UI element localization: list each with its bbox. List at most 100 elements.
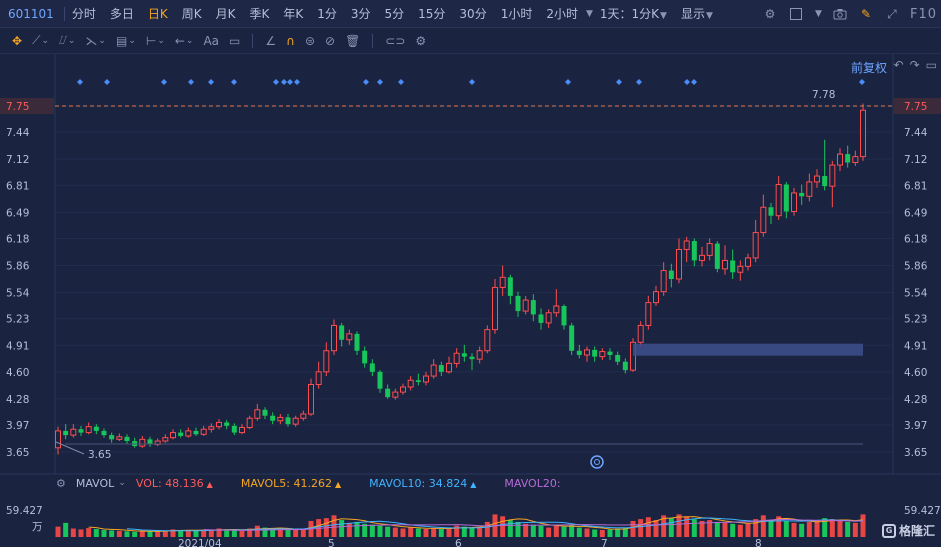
candle-body-up bbox=[185, 430, 192, 437]
lock-icon[interactable]: ⊜ bbox=[304, 33, 315, 48]
candle-body-up bbox=[446, 362, 452, 373]
up-triangle-icon: ▲ bbox=[334, 479, 342, 489]
price-tick-left: 7.75 bbox=[6, 101, 29, 113]
candle-body-up bbox=[683, 240, 690, 250]
settings-icon[interactable]: ⚙ bbox=[415, 33, 427, 48]
mavol20-line bbox=[203, 518, 864, 531]
price-tick-left: 3.65 bbox=[6, 447, 29, 459]
hide-icon[interactable]: ⊘ bbox=[325, 33, 336, 48]
volume-bar bbox=[676, 514, 682, 537]
trash-icon[interactable]: 🗑 bbox=[345, 33, 361, 48]
period-tab[interactable]: 月K bbox=[215, 7, 236, 21]
candle-body-down bbox=[262, 409, 268, 416]
candle-body-down bbox=[530, 300, 536, 315]
checkbox-icon[interactable] bbox=[788, 6, 804, 22]
candle-body-up bbox=[699, 254, 705, 261]
period-tab[interactable]: 多日 bbox=[109, 7, 134, 21]
chevron-down-icon[interactable]: ▼ bbox=[585, 8, 593, 19]
move-crosshair-icon[interactable]: ✥ bbox=[12, 33, 23, 48]
period-tab[interactable]: 1小时 bbox=[500, 7, 533, 21]
volume-bar bbox=[147, 531, 153, 537]
display-dropdown[interactable]: 显示▼ bbox=[674, 5, 720, 22]
candle-body-down bbox=[147, 439, 153, 445]
candle-body-down bbox=[507, 277, 513, 296]
wave-tool-icon[interactable]: ⋋ ⌄ bbox=[85, 33, 106, 48]
period-tab[interactable]: 分时 bbox=[71, 7, 96, 21]
candle-body-down bbox=[569, 325, 575, 351]
period-tab[interactable]: 2小时 bbox=[546, 7, 578, 21]
volume-bar bbox=[737, 524, 743, 537]
gear-icon[interactable]: ⚙ bbox=[764, 7, 776, 21]
candle-body-up bbox=[85, 426, 92, 434]
candle-body-down bbox=[691, 241, 697, 261]
arrow-tool-icon[interactable]: ← ⌄ bbox=[174, 33, 194, 48]
volume-indicator-name[interactable]: MAVOL bbox=[75, 476, 115, 490]
event-marker-icon bbox=[161, 79, 167, 85]
adjust-mode-button[interactable]: 前复权 bbox=[850, 61, 887, 75]
camera-icon[interactable] bbox=[832, 6, 848, 22]
redo-icon[interactable]: ↷ bbox=[909, 58, 920, 72]
volume-bar bbox=[63, 522, 69, 537]
top-right-actions: ⚙ ▼ ✎ ⤢ F10 bbox=[762, 0, 937, 28]
text-tool-icon[interactable]: Aa bbox=[203, 33, 220, 48]
event-marker-icon bbox=[469, 79, 475, 85]
fibonacci-tool-icon[interactable]: ▤ ⌄ bbox=[115, 33, 136, 48]
f10-button[interactable]: F10 bbox=[909, 6, 937, 22]
max-price-label: 7.78 bbox=[812, 89, 835, 101]
candle-body-up bbox=[752, 232, 759, 259]
period-tab[interactable]: 1分 bbox=[317, 7, 337, 21]
stock-code[interactable]: 601101 bbox=[0, 6, 65, 21]
period-tabs: 分时 多日 日K 周K 月K 季K 年K 1分 3分 5分 15分 30分 1小时 2小时 ▼ bbox=[65, 5, 593, 22]
event-marker-icon bbox=[377, 79, 383, 85]
chevron-down-icon: ⌄ bbox=[128, 35, 136, 46]
brand-name: 格隆汇 bbox=[898, 524, 935, 538]
volume-bar bbox=[454, 525, 460, 537]
event-marker-icon bbox=[208, 79, 214, 85]
candle-body-up bbox=[453, 352, 460, 364]
period-tab[interactable]: 周K bbox=[181, 7, 202, 21]
magnet-icon[interactable]: ∩ bbox=[286, 33, 295, 48]
price-tick-right: 4.28 bbox=[904, 394, 927, 406]
candle-body-up bbox=[200, 428, 207, 435]
kline-chart[interactable]: 7.75 7.44 7.12 6.81 6.49 6.18 5.86 5.54 5.23 4.91… bbox=[0, 54, 941, 547]
chevron-down-icon: ⌄ bbox=[98, 35, 106, 46]
pencil-icon[interactable]: ✎ bbox=[860, 7, 871, 21]
candle-body-down bbox=[561, 306, 567, 326]
volume-bar bbox=[162, 530, 168, 537]
period-dropdown[interactable]: 1天：1分K▼ bbox=[593, 5, 674, 22]
period-tab[interactable]: 年K bbox=[283, 7, 304, 21]
candle-body-down bbox=[845, 154, 851, 163]
line-tool-icon[interactable]: ⟋ ⌄ bbox=[32, 33, 50, 47]
period-tab[interactable]: 15分 bbox=[418, 7, 446, 21]
period-tab[interactable]: 日K bbox=[147, 7, 168, 21]
gear-icon[interactable]: ⚙ bbox=[56, 476, 66, 490]
event-marker-icon bbox=[287, 79, 293, 85]
candle-body-up bbox=[499, 276, 506, 288]
minimize-icon[interactable]: ▭ bbox=[925, 58, 937, 72]
chevron-down-icon[interactable]: ⌄ bbox=[118, 478, 126, 488]
undo-icon[interactable]: ↶ bbox=[893, 58, 904, 72]
period-tab[interactable]: 5分 bbox=[384, 7, 405, 21]
candle-body-down bbox=[607, 351, 613, 355]
volume-bar bbox=[293, 529, 299, 537]
volume-bar bbox=[484, 521, 490, 537]
volume-bar bbox=[630, 520, 636, 537]
chevron-down-icon[interactable]: ▼ bbox=[815, 9, 822, 19]
price-tick-left: 7.12 bbox=[6, 154, 29, 166]
period-tab[interactable]: 3分 bbox=[350, 7, 371, 21]
period-tab[interactable]: 季K bbox=[249, 7, 270, 21]
fullscreen-icon[interactable]: ⤢ bbox=[887, 6, 897, 21]
range-tool-icon[interactable]: ⊢ ⌄ bbox=[145, 33, 165, 48]
volume-bar bbox=[592, 529, 598, 537]
link-icon[interactable]: ⊂⊃ bbox=[385, 33, 406, 48]
polyline-tool-icon[interactable]: ⌰ ⌄ bbox=[59, 33, 76, 47]
comment-tool-icon[interactable]: ▭ bbox=[229, 33, 241, 48]
price-tick-right: 3.65 bbox=[904, 447, 927, 459]
ruler-icon[interactable]: ∠ bbox=[265, 33, 277, 48]
candle-body-up bbox=[522, 299, 529, 312]
volume-bar bbox=[814, 520, 820, 537]
candle-body-down bbox=[615, 354, 621, 362]
period-tab[interactable]: 30分 bbox=[459, 7, 487, 21]
candle-body-down bbox=[63, 430, 69, 436]
volume-bar bbox=[254, 525, 260, 537]
